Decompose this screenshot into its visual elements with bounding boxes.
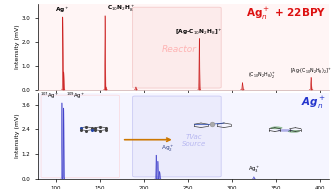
Text: $^{109}$Ag$^+$: $^{109}$Ag$^+$ xyxy=(66,91,86,101)
Ellipse shape xyxy=(278,130,292,131)
Y-axis label: Intensity (mV): Intensity (mV) xyxy=(15,24,20,69)
Text: Ag$^+$: Ag$^+$ xyxy=(55,5,70,15)
Text: C$_{10}$N$_2$H$_8^+$: C$_{10}$N$_2$H$_8^+$ xyxy=(107,4,135,14)
Text: Ag$_2^+$: Ag$_2^+$ xyxy=(161,143,175,154)
FancyBboxPatch shape xyxy=(132,7,221,88)
Text: Ag$_n^+$ + 22BPY: Ag$_n^+$ + 22BPY xyxy=(246,6,326,22)
Text: [Ag-(C$_{10}$N$_2$H$_8$)$_2$]$^+$: [Ag-(C$_{10}$N$_2$H$_8$)$_2$]$^+$ xyxy=(290,66,332,76)
Text: [Ag-C$_{10}$N$_2$H$_8$]$^+$: [Ag-C$_{10}$N$_2$H$_8$]$^+$ xyxy=(175,27,223,37)
Y-axis label: Intensity (mV): Intensity (mV) xyxy=(15,113,20,158)
Text: Ag$_n^+$: Ag$_n^+$ xyxy=(301,95,326,111)
Text: (C$_{10}$N$_2$H$_8$)$_2^+$: (C$_{10}$N$_2$H$_8$)$_2^+$ xyxy=(248,70,276,81)
Ellipse shape xyxy=(288,130,300,132)
FancyBboxPatch shape xyxy=(132,96,221,177)
Text: $^{107}$Ag$^+$: $^{107}$Ag$^+$ xyxy=(40,91,59,101)
Text: Ag$_3^+$: Ag$_3^+$ xyxy=(248,165,260,175)
Text: TVac
Source: TVac Source xyxy=(182,134,206,147)
Text: Reactor: Reactor xyxy=(162,45,197,54)
Ellipse shape xyxy=(271,127,282,129)
